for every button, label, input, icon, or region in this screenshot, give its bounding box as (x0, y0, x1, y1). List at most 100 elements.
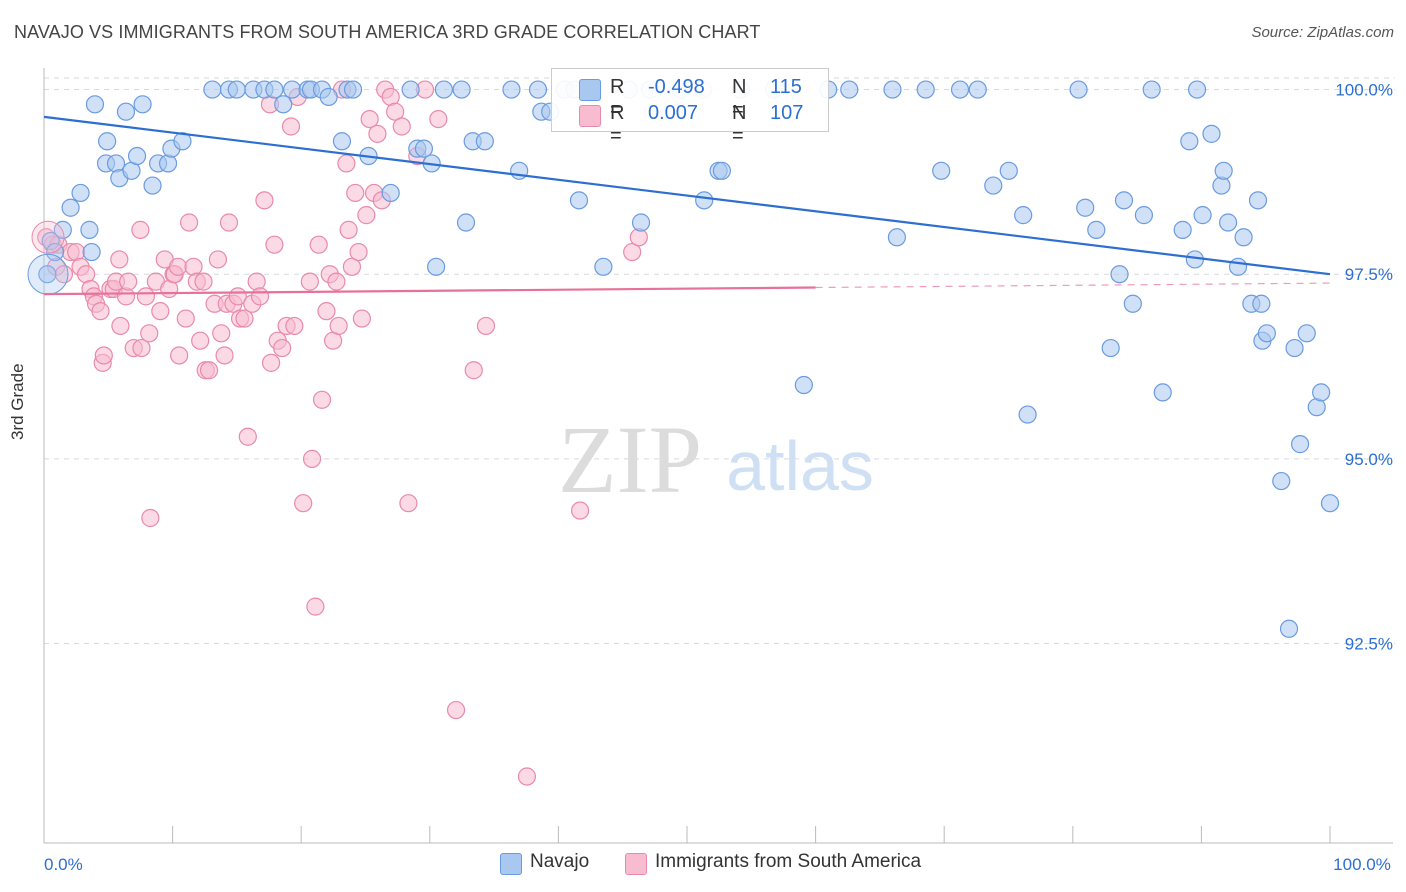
navajo-point (133, 95, 152, 114)
navajo-point (502, 80, 521, 99)
navajo-point (427, 257, 446, 276)
tick-labels: 100.0% 97.5% 95.0% 92.5% 0.0% 100.0% (44, 81, 1393, 874)
immigrants-point (194, 272, 213, 291)
immigrants-point (247, 272, 266, 291)
immigrants-point (110, 250, 129, 269)
navajo-point (1257, 324, 1276, 343)
navajo-point (1153, 383, 1172, 402)
legend-n-value: 115 (770, 76, 802, 98)
immigrants-point (309, 235, 328, 254)
immigrants-point (191, 331, 210, 350)
legend-swatch-immigrants (579, 105, 601, 127)
immigrants-point (392, 117, 411, 136)
immigrants-point (119, 272, 138, 291)
immigrants-point (342, 257, 362, 276)
immigrants-point (273, 338, 292, 358)
y-tick-label: 92.5% (1345, 635, 1393, 654)
immigrants-point (111, 316, 130, 336)
bottom-legend-swatch-navajo (500, 853, 522, 875)
navajo-point (840, 80, 859, 99)
navajo-point (695, 191, 714, 210)
immigrants-point (250, 287, 270, 306)
watermark-zip: ZIP (558, 406, 702, 513)
navajo-point (1234, 228, 1253, 247)
navajo-point (932, 161, 951, 180)
navajo-point (999, 161, 1018, 180)
navajo-point (1193, 206, 1212, 225)
immigrants-point (357, 206, 376, 225)
navajo-point (950, 80, 970, 99)
immigrants-point (571, 501, 590, 520)
navajo-point (1228, 257, 1248, 276)
immigrants-point (261, 353, 281, 372)
immigrants-point (281, 117, 301, 136)
navajo-point (569, 191, 589, 210)
immigrants-point-large (31, 220, 65, 254)
immigrants-point (317, 302, 336, 321)
navajo-point-large (27, 253, 69, 295)
navajo-point (594, 257, 613, 276)
immigrants-point (131, 220, 150, 239)
immigrants-point (294, 494, 313, 513)
immigrants-point (180, 213, 199, 232)
immigrants-point (141, 508, 160, 528)
navajo-point (1134, 206, 1154, 225)
navajo-point (1312, 383, 1331, 402)
immigrants-point (399, 494, 418, 513)
navajo-point (1142, 80, 1161, 99)
navajo-point (98, 132, 117, 151)
immigrants-point (136, 287, 156, 306)
immigrants-point (265, 235, 284, 254)
immigrants-point (94, 346, 113, 365)
immigrants-point (184, 257, 203, 276)
immigrants-point (285, 316, 304, 336)
immigrants-trend-line (43, 286, 816, 296)
watermark-atlas: atlas (726, 427, 874, 505)
legend-swatch-navajo (579, 79, 601, 101)
immigrants-point (623, 242, 642, 262)
navajo-point (1214, 161, 1233, 180)
immigrants-point (346, 183, 365, 203)
navajo-point (887, 228, 907, 247)
immigrants-point (208, 250, 228, 269)
navajo-point (343, 80, 363, 99)
legend-r-value: 0.007 (648, 102, 699, 124)
navajo-point (143, 176, 162, 195)
navajo-point (434, 80, 453, 99)
y-tick-label: 95.0% (1345, 450, 1393, 469)
y-tick-label: 100.0% (1335, 81, 1393, 100)
immigrants-point (255, 191, 274, 210)
y-tick-label: 97.5% (1345, 265, 1393, 284)
navajo-point (1087, 220, 1106, 239)
immigrants-point (140, 324, 159, 343)
x-tick-label: 0.0% (44, 855, 83, 874)
navajo-point (452, 80, 471, 99)
navajo-point (61, 198, 80, 217)
chart-source: Source: ZipAtlas.com (1251, 24, 1394, 41)
immigrants-point (170, 346, 189, 365)
immigrants-point (327, 272, 346, 291)
legend-r-value: -0.498 (648, 76, 705, 98)
navajo-point (319, 87, 338, 107)
navajo-point (631, 213, 651, 232)
navajo-point (1252, 294, 1271, 313)
navajo-point (1180, 132, 1199, 151)
immigrants-point (91, 302, 110, 321)
navajo-point (456, 213, 476, 232)
navajo-point (1285, 338, 1304, 358)
navajo-point (401, 80, 420, 99)
navajo-point (528, 80, 548, 99)
navajo-point (1272, 471, 1291, 491)
navajo-point (38, 265, 57, 284)
navajo-point (712, 161, 731, 180)
navajo-point (203, 80, 222, 99)
immigrants-point (151, 302, 170, 321)
navajo-point (332, 132, 352, 151)
navajo-point (1290, 435, 1310, 454)
immigrants-point (517, 767, 537, 786)
navajo-point (414, 139, 434, 158)
legend-n-value: 107 (770, 102, 804, 124)
immigrants-point (238, 427, 257, 446)
immigrants-point (337, 154, 356, 173)
